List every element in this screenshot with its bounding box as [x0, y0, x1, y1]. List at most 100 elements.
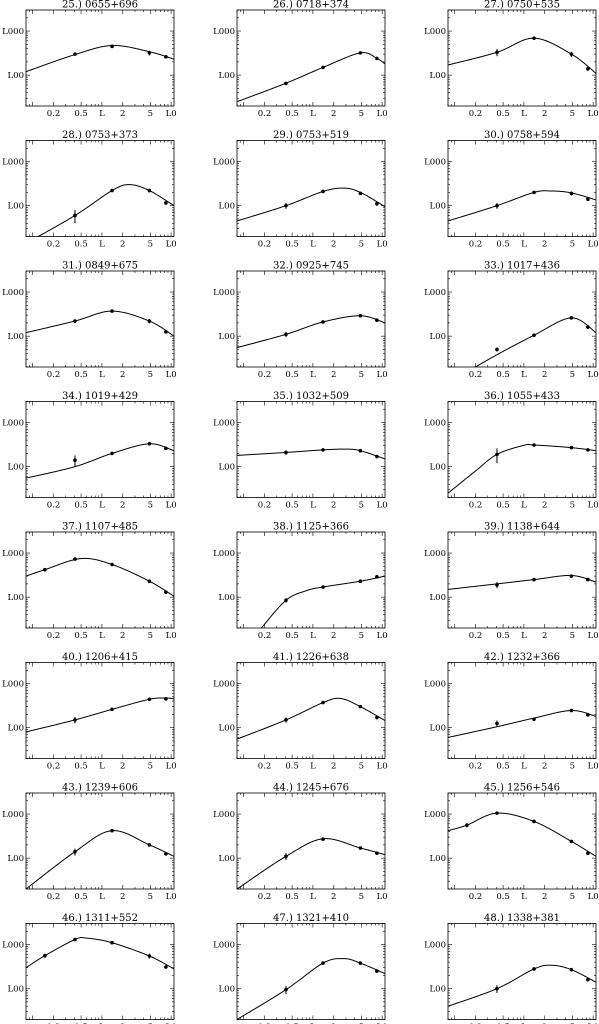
data-point — [284, 718, 288, 722]
y-tick-label: L000 — [2, 288, 24, 298]
y-tick-label: L000 — [424, 288, 446, 298]
y-tick-label: L00 — [430, 71, 446, 81]
sed-panel: 25.) 0655+696 0.2 0.5 L 2 5 L0 L00 L000 — [2, 0, 177, 119]
panel-title: 34.) 1019+429 — [62, 391, 138, 402]
panel-title: 25.) 0655+696 — [62, 0, 138, 11]
data-point — [147, 843, 152, 847]
data-point — [321, 320, 325, 324]
plot-frame — [447, 662, 597, 759]
x-tick-label: 0.2 — [469, 370, 483, 380]
x-tick-label: L — [521, 240, 527, 250]
model-curve — [448, 190, 596, 222]
data-point — [569, 191, 574, 196]
plot-frame — [447, 270, 597, 368]
data-point — [73, 52, 77, 56]
data-point — [321, 585, 325, 589]
y-tick-label: L00 — [219, 593, 235, 603]
data-point — [284, 987, 288, 992]
plot-frame — [25, 662, 175, 759]
x-tick-label: 2 — [542, 370, 547, 380]
x-tick-label: 2 — [331, 892, 336, 902]
plot-frame — [236, 270, 386, 368]
data-point — [358, 51, 363, 55]
sed-panel: 32.) 0925+745 0.2 0.5 L 2 5 L0 L00 L000 — [213, 261, 388, 381]
data-point — [569, 708, 574, 713]
x-tick-label: L — [99, 240, 105, 250]
x-tick-label: 5 — [570, 762, 575, 772]
x-tick-label: 0.5 — [285, 501, 299, 511]
x-tick-label: 5 — [570, 240, 575, 250]
x-tick-label: L — [99, 762, 105, 772]
x-tick-label: 0.2 — [469, 1023, 483, 1024]
plot-frame — [236, 923, 386, 1020]
panel-title: 45.) 1256+546 — [484, 783, 560, 794]
x-tick-label: 0.2 — [258, 240, 272, 250]
data-point — [495, 986, 499, 991]
panel-title: 28.) 0753+373 — [62, 130, 138, 141]
y-tick-label: L000 — [213, 680, 235, 690]
plot-frame — [25, 531, 175, 629]
y-tick-label: L000 — [213, 27, 235, 37]
x-tick-label: L — [99, 631, 105, 641]
model-curve — [448, 37, 596, 74]
x-tick-label: L0 — [166, 370, 177, 380]
x-tick-label: L — [310, 370, 316, 380]
data-point — [73, 458, 77, 463]
data-point — [375, 318, 379, 323]
data-point — [495, 452, 499, 457]
x-tick-label: L — [521, 109, 527, 119]
y-tick-label: L000 — [213, 941, 235, 951]
panel-title: 31.) 0849+675 — [62, 261, 138, 272]
x-tick-label: 0.2 — [469, 501, 483, 511]
x-tick-label: L — [99, 501, 105, 511]
data-point — [73, 319, 77, 323]
sed-panel: 42.) 1232+366 0.2 0.5 L 2 5 L0 L00 L000 — [424, 652, 599, 772]
y-tick-label: L00 — [219, 724, 235, 734]
x-tick-label: 5 — [570, 370, 575, 380]
model-curve — [448, 812, 596, 857]
data-point — [284, 203, 288, 208]
model-curve — [237, 958, 385, 1020]
model-curve — [448, 964, 596, 1007]
data-point — [495, 583, 499, 587]
plot-frame — [25, 270, 175, 368]
sed-panel: 41.) 1226+638 0.2 0.5 L 2 5 L0 L00 L000 — [213, 652, 388, 772]
x-tick-label: L — [521, 1023, 527, 1024]
x-tick-label: 2 — [120, 1023, 125, 1024]
data-point — [73, 557, 77, 561]
y-tick-label: L00 — [8, 854, 24, 864]
plot-frame — [447, 923, 597, 1020]
data-point — [375, 715, 379, 720]
x-tick-label: 0.5 — [285, 109, 299, 119]
data-point — [110, 44, 114, 49]
x-tick-label: 5 — [148, 1023, 153, 1024]
y-tick-label: L000 — [2, 941, 24, 951]
x-tick-label: L0 — [588, 501, 599, 511]
x-tick-label: L — [310, 501, 316, 511]
data-point — [164, 55, 168, 59]
data-point — [73, 849, 77, 854]
data-point — [532, 819, 536, 824]
x-tick-label: L — [521, 370, 527, 380]
x-tick-label: 2 — [331, 240, 336, 250]
x-tick-label: 0.2 — [47, 370, 61, 380]
sed-panel: 36.) 1055+433 0.2 0.5 L 2 5 L0 L00 L000 — [424, 391, 599, 511]
x-tick-label: 5 — [359, 501, 364, 511]
y-tick-label: L00 — [8, 724, 24, 734]
data-point — [73, 213, 77, 218]
y-tick-label: L00 — [8, 985, 24, 995]
model-curve — [261, 575, 385, 628]
sed-panel: 35.) 1032+509 0.2 0.5 L 2 5 L0 L00 L000 — [213, 391, 388, 511]
x-tick-label: L — [99, 109, 105, 119]
x-tick-label: 0.5 — [496, 1023, 510, 1024]
data-point — [164, 446, 168, 451]
sed-panel: 27.) 0750+535 0.2 0.5 L 2 5 L0 L00 L000 — [424, 0, 599, 119]
x-tick-label: L — [310, 240, 316, 250]
y-tick-label: L00 — [8, 332, 24, 342]
x-tick-label: 0.5 — [74, 501, 88, 511]
data-point — [358, 448, 363, 453]
x-tick-label: 5 — [359, 1023, 364, 1024]
x-tick-label: L — [99, 892, 105, 902]
x-tick-label: 0.2 — [47, 109, 61, 119]
x-tick-label: 5 — [570, 1023, 575, 1024]
